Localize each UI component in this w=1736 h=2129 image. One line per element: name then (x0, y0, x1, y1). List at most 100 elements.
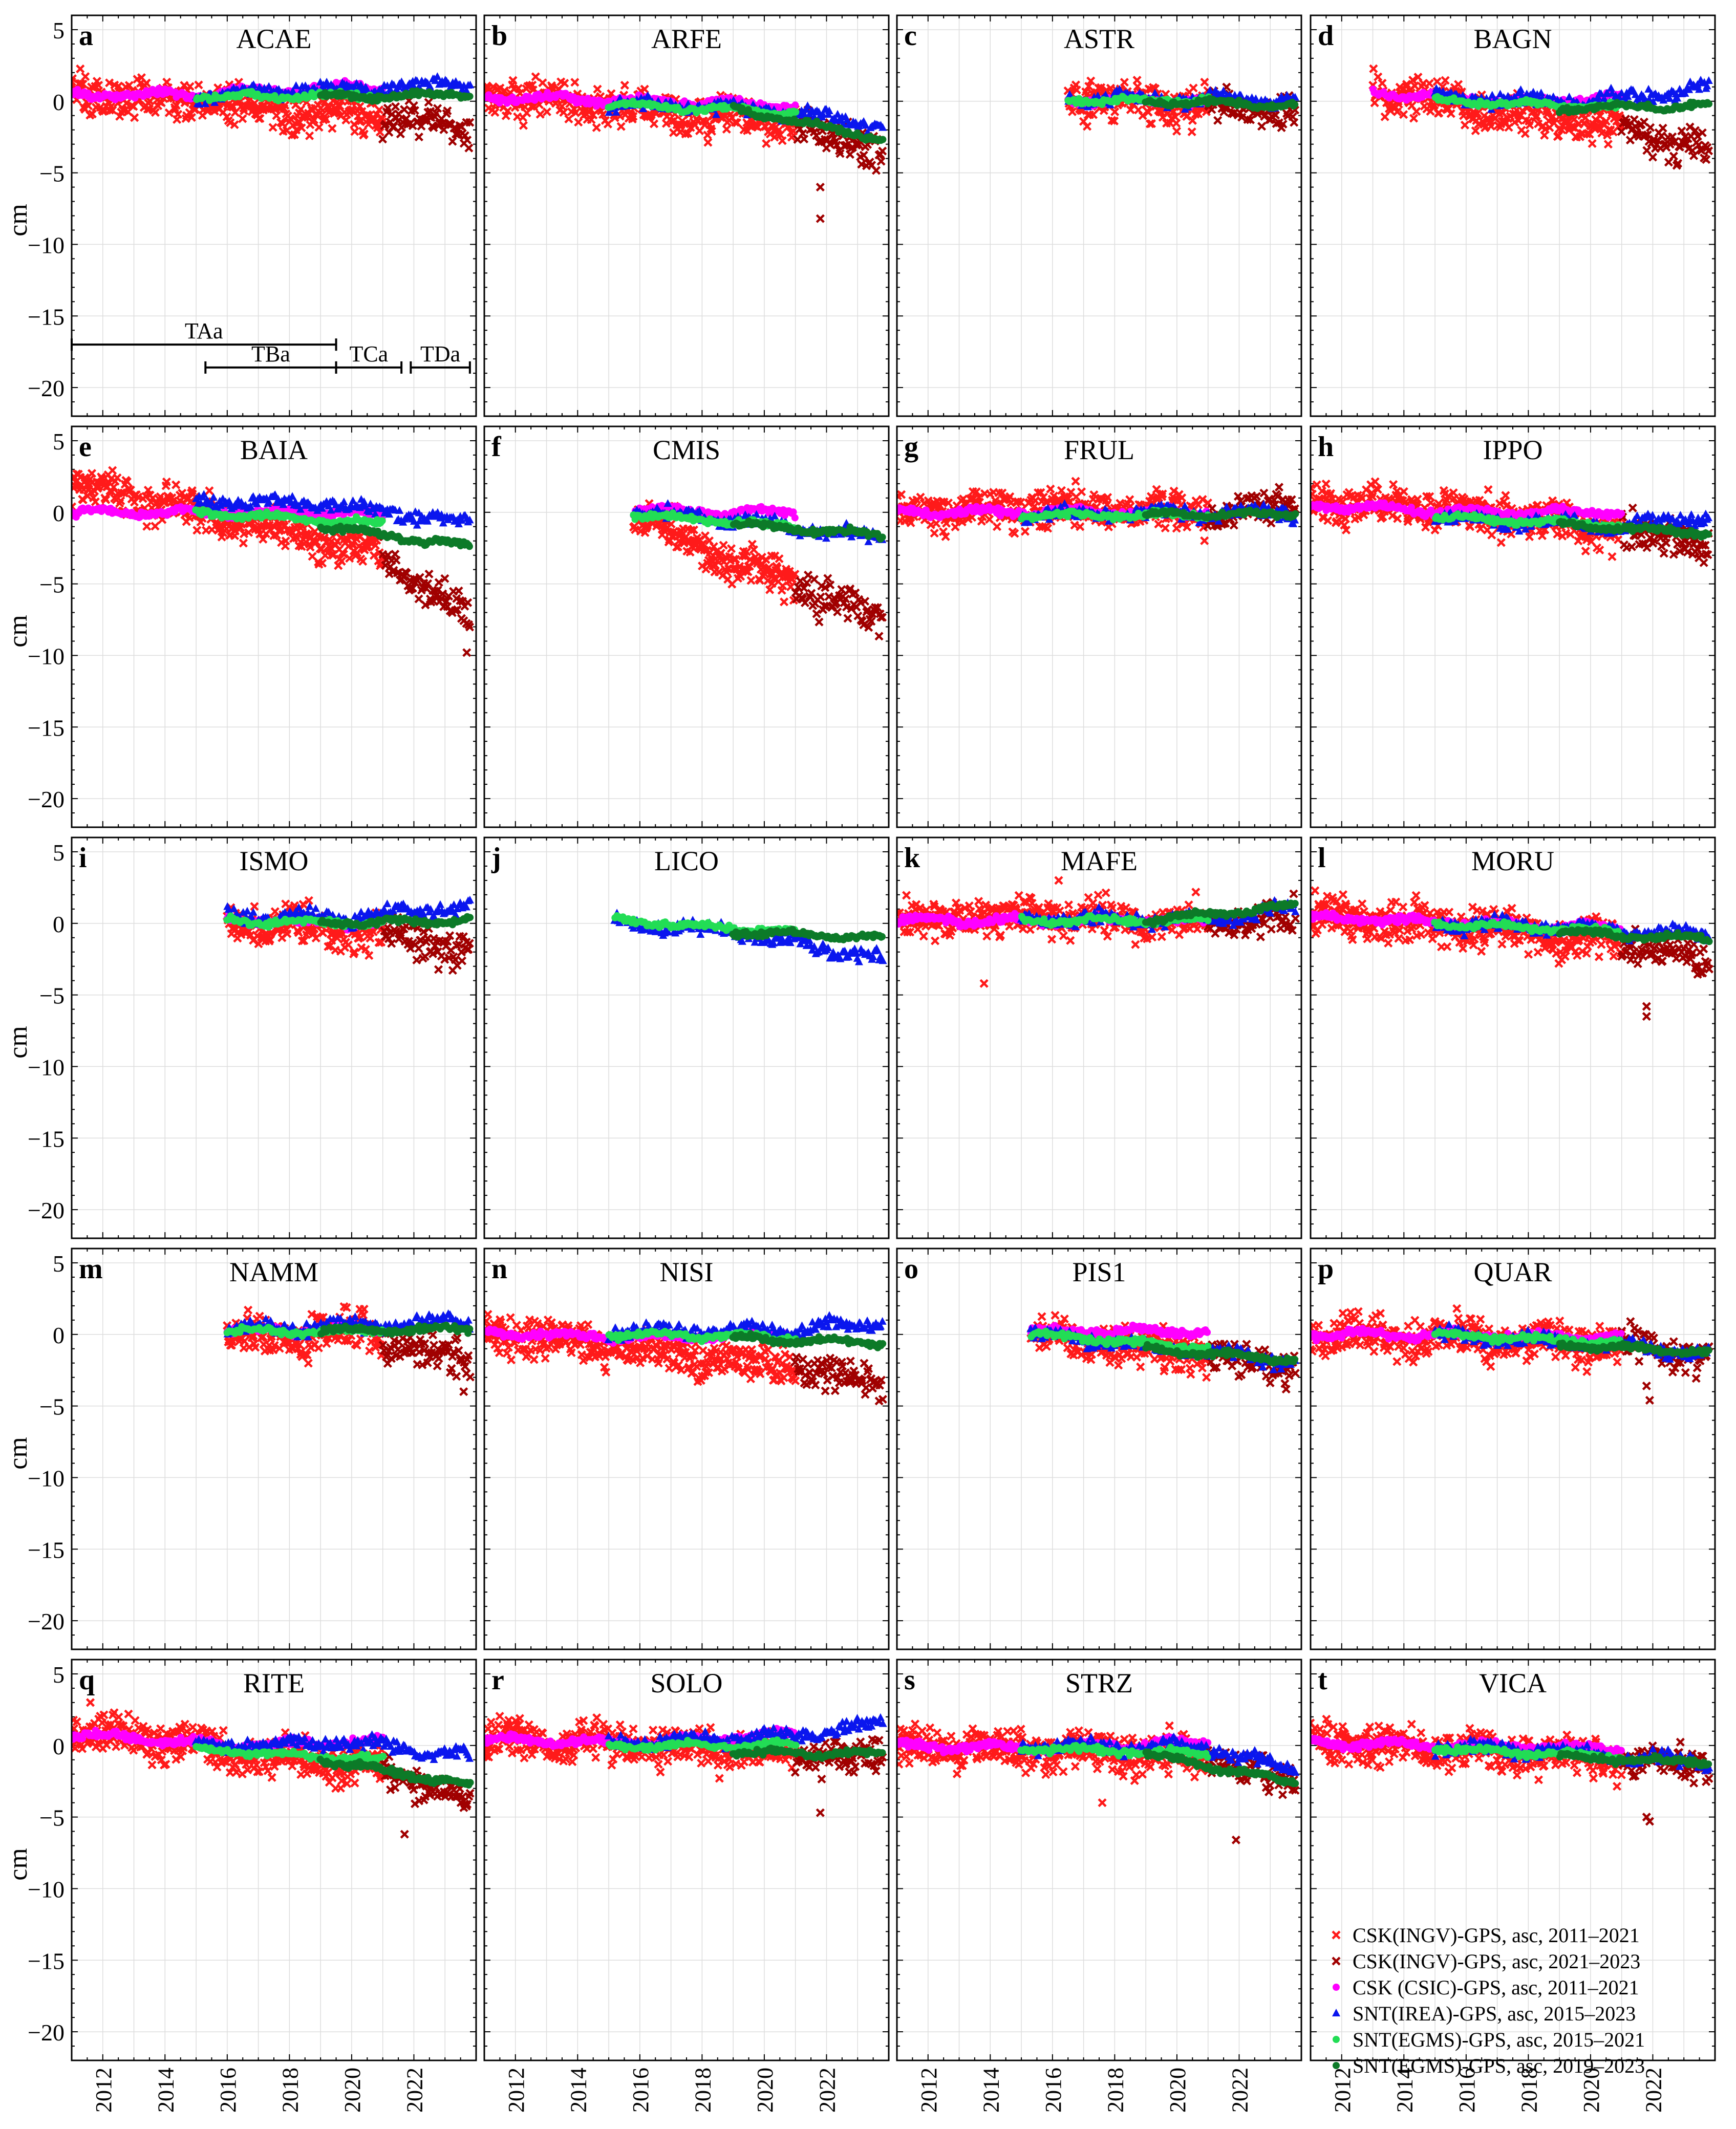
csk-ingv-2011-2021-point (1374, 72, 1383, 81)
csk-ingv-2011-2021-point (185, 108, 194, 117)
csk-ingv-2011-2021-point (187, 113, 196, 122)
snt-irea-2015-2023-point (1115, 85, 1124, 93)
panel-arfe: b ARFE (483, 14, 890, 417)
snt-irea-2015-2023-point (1673, 94, 1682, 102)
csk-ingv-2011-2021-point (172, 101, 181, 110)
csk-ingv-2021-2023-point (463, 135, 472, 145)
csk-ingv-2011-2021-point (1151, 84, 1160, 93)
csk-ingv-2011-2021-point (787, 133, 797, 142)
y-tick-label: 5 (53, 17, 65, 44)
csk-ingv-2011-2021-point (78, 79, 88, 89)
snt-irea-2015-2023-point (1565, 92, 1574, 100)
csk-ingv-2011-2021-point (194, 80, 203, 90)
csk-ingv-2011-2021-point (88, 110, 97, 119)
csk-ingv-2011-2021-point (538, 78, 547, 88)
y-tick-label: −10 (28, 232, 65, 258)
csk-ingv-2021-2023-point (1658, 123, 1667, 133)
snt-irea-2015-2023-point (265, 82, 273, 90)
csk-ingv-2011-2021-point (1525, 120, 1534, 130)
csk-ingv-2021-2023-point (832, 140, 841, 149)
outlier-point (816, 214, 825, 223)
snt-irea-2015-2023-point (803, 101, 812, 110)
csk-ingv-2011-2021-point (789, 126, 798, 136)
csk-ingv-2011-2021-point (620, 80, 629, 90)
csk-ingv-2011-2021-point (640, 84, 649, 94)
outlier-group (816, 182, 825, 223)
csk-ingv-2011-2021-point (314, 123, 324, 132)
y-tick-label: 0 (53, 89, 65, 115)
snt-irea-2015-2023-point (862, 121, 870, 129)
tick-marks (896, 15, 1302, 417)
snt-irea-2015-2023-point (431, 76, 440, 84)
snt-irea-2015-2023-point (1704, 76, 1713, 84)
csk-ingv-2011-2021-point (359, 130, 369, 139)
snt-irea-2015-2023-point (712, 110, 721, 118)
csk-ingv-2011-2021-point (108, 105, 117, 115)
csk-ingv-2021-2023-point (1648, 153, 1658, 162)
csk-ingv-2011-2021-point (1441, 76, 1450, 85)
csk-ingv-2011-2021-point (375, 127, 384, 137)
csk-ingv-2021-2023-point (1646, 123, 1655, 132)
csk-ingv-2021-2023-point (417, 121, 426, 131)
snt-egms-2019-2023-series (1555, 98, 1713, 116)
snt-irea-2015-2023-point (1695, 85, 1704, 93)
csk-ingv-2011-2021-point (1200, 77, 1209, 87)
csk-ingv-2011-2021-point (560, 79, 569, 88)
csk-ingv-2021-2023-point (378, 135, 388, 144)
series-group (1368, 64, 1713, 170)
csk-ingv-2011-2021-point (592, 123, 601, 132)
snt-irea-2015-2023-point (439, 79, 447, 88)
csk-ingv-2011-2021-point (296, 105, 306, 114)
csk-ingv-2011-2021-point (108, 466, 117, 475)
csk-ingv-2021-2023-point (1690, 126, 1700, 135)
csk-ingv-2011-2021-point (375, 105, 384, 115)
csk-ingv-2021-2023-point (391, 102, 400, 111)
csk-ingv-2011-2021-point (1410, 81, 1420, 91)
csk-ingv-2011-2021-point (732, 118, 742, 127)
csk-ingv-2011-2021-point (142, 522, 152, 531)
csk-ingv-2011-2021-point (776, 130, 785, 139)
csk-ingv-2011-2021-point (1086, 76, 1096, 85)
csk-ingv-2011-2021-point (603, 119, 612, 128)
csk-ingv-2011-2021-point (205, 486, 214, 496)
csk-ingv-2011-2021-point (305, 131, 314, 140)
csk-ingv-2021-2023-point (1278, 119, 1288, 129)
snt-irea-2015-2023-point (639, 104, 648, 113)
csk-ingv-2021-2023-point (1702, 155, 1711, 164)
csk-ingv-2011-2021-point (683, 129, 693, 138)
csk-ingv-2011-2021-point (529, 102, 539, 112)
panel-frame (483, 14, 890, 417)
csk-ingv-2011-2021-point (1392, 107, 1402, 116)
csk-ingv-2021-2023-point (399, 105, 409, 114)
csk-ingv-2011-2021-point (255, 114, 265, 123)
csk-ingv-2021-2023-point (410, 106, 419, 115)
snt-irea-2015-2023-point (462, 87, 471, 95)
csk-ingv-2011-2021-point (535, 110, 545, 119)
snt-irea-2015-2023-point (466, 80, 475, 89)
csk-ingv-2011-2021-point (1194, 110, 1203, 119)
snt-irea-2015-2023-point (612, 107, 620, 116)
csk-ingv-2011-2021-point (1133, 82, 1142, 91)
csk-ingv-2021-2023-point (414, 594, 423, 604)
csk-ingv-2021-2023-point (814, 137, 824, 146)
panel-astr: c ASTR (896, 14, 1302, 417)
snt-irea-2015-2023-point (1459, 91, 1467, 99)
csk-ingv-2011-2021-point (1120, 78, 1129, 87)
csk-ingv-2011-2021-point (778, 136, 787, 145)
snt-irea-2015-2023-point (1291, 93, 1299, 101)
csk-ingv-2021-2023-point (1685, 122, 1695, 132)
csk-ingv-2011-2021-point (1082, 122, 1092, 131)
csk-ingv-2011-2021-point (1084, 81, 1094, 91)
grid (897, 15, 1301, 416)
snt-irea-2015-2023-point (878, 123, 887, 131)
csk-ingv-2011-2021-point (1126, 105, 1135, 114)
snt-irea-2015-2023-point (1623, 92, 1632, 100)
csk-ingv-2011-2021-point (522, 109, 531, 118)
csk-ingv-2021-2023-point (1237, 113, 1247, 122)
csk-ingv-2021-2023-point (825, 140, 834, 149)
csk-ingv-2021-2023-point (1213, 116, 1223, 125)
csk-ingv-2011-2021-point (1460, 120, 1470, 130)
csk-ingv-2011-2021-point (287, 115, 296, 124)
csk-ingv-2021-2023-point (414, 132, 423, 142)
snt-egms-2019-2023-point (1705, 100, 1713, 107)
